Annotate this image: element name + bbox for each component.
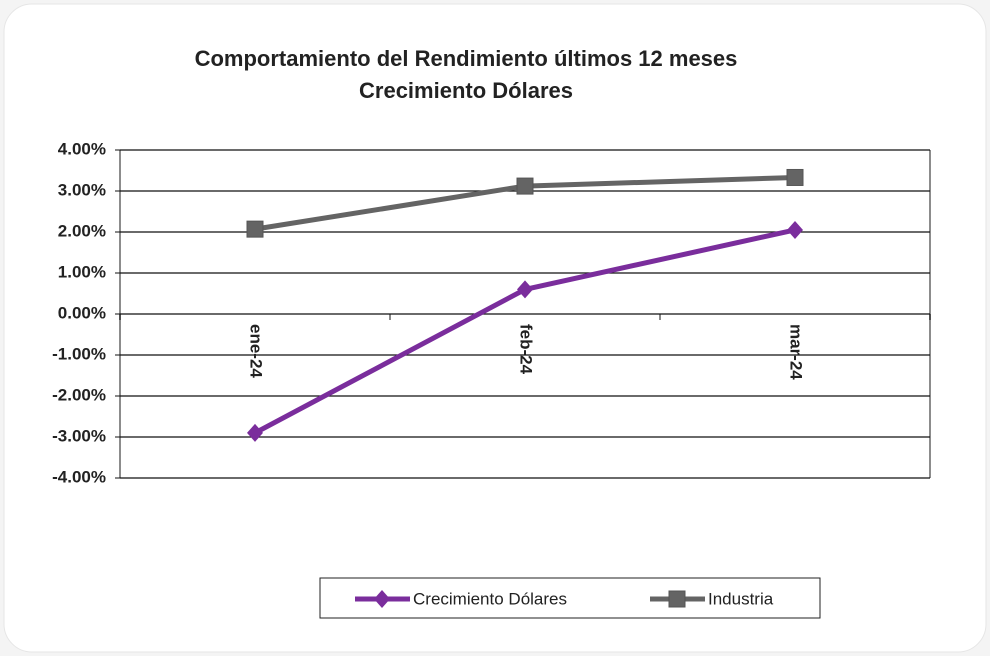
chart-title: Comportamiento del Rendimiento últimos 1…: [195, 46, 738, 71]
legend-label: Crecimiento Dólares: [413, 589, 567, 608]
x-tick-label: mar-24: [787, 324, 806, 380]
marker: [786, 168, 804, 186]
chart-background: [3, 3, 987, 653]
marker: [247, 423, 263, 442]
y-tick-label: -4.00%: [52, 467, 106, 486]
y-tick-label: 0.00%: [58, 303, 106, 322]
x-tick-label: ene-24: [247, 324, 266, 378]
x-tick-label: feb-24: [517, 324, 536, 375]
marker: [787, 220, 803, 239]
y-tick-label: 2.00%: [58, 221, 106, 240]
marker: [516, 177, 534, 195]
marker: [246, 220, 264, 238]
marker: [374, 590, 390, 608]
y-tick-label: 1.00%: [58, 262, 106, 281]
marker: [517, 280, 533, 299]
y-tick-label: -2.00%: [52, 385, 106, 404]
marker: [668, 590, 686, 608]
y-tick-label: 4.00%: [58, 139, 106, 158]
y-tick-label: -1.00%: [52, 344, 106, 363]
y-tick-label: -3.00%: [52, 426, 106, 445]
legend: Crecimiento Dólares Industria: [319, 577, 821, 619]
legend-label: Industria: [708, 589, 774, 608]
chart-subtitle: Crecimiento Dólares: [359, 78, 573, 103]
y-tick-label: 3.00%: [58, 180, 106, 199]
